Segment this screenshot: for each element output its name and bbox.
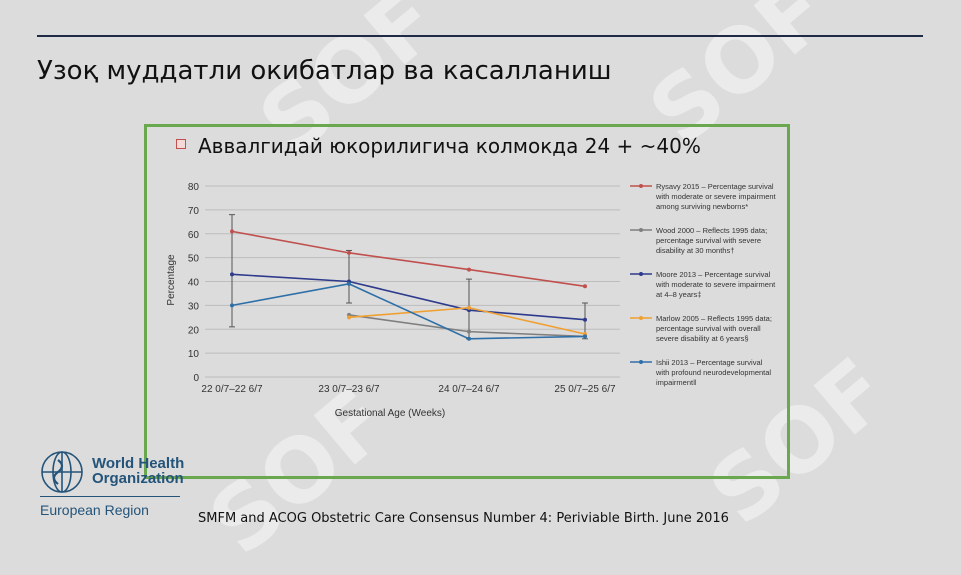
series-line (348, 306, 586, 335)
legend-entry-text: with moderate or severe impairment (655, 192, 777, 201)
y-tick-label: 80 (188, 182, 200, 193)
legend-marker (639, 360, 643, 364)
series-line (231, 283, 586, 340)
source-citation: SMFM and ACOG Obstetric Care Consensus N… (198, 511, 729, 526)
data-point (347, 281, 351, 286)
data-point (467, 267, 471, 272)
x-axis-label: Gestational Age (Weeks) (335, 408, 445, 419)
legend-entry-text: Rysavy 2015 – Percentage survival (656, 182, 774, 191)
legend-entry-text: percentage survival with severe (656, 236, 761, 245)
legend-marker (639, 184, 643, 188)
data-point (347, 250, 351, 255)
legend-entry-text: Marlow 2005 – Reflects 1995 data; (656, 314, 772, 323)
legend-entry-text: with moderate to severe impairment (655, 280, 776, 289)
legend-entry-text: impairment‖ (656, 378, 696, 387)
legend-marker (639, 316, 643, 320)
legend-marker (639, 272, 643, 276)
y-tick-label: 30 (188, 301, 200, 312)
y-axis-label: Percentage (166, 254, 177, 306)
x-tick-label: 24 0/7–24 6/7 (438, 384, 500, 395)
y-tick-label: 70 (188, 206, 200, 217)
title-divider (37, 35, 923, 37)
legend-entry-text: at 4–8 years‡ (656, 290, 701, 299)
legend-entry-text: Wood 2000 – Reflects 1995 data; (656, 226, 767, 235)
logo-divider (40, 496, 180, 497)
legend-entry-text: Moore 2013 – Percentage survival (656, 270, 771, 279)
data-point (467, 305, 471, 310)
chart-series (230, 229, 587, 341)
data-point (467, 336, 471, 341)
bullet-point: Аввалгидай юкорилигича колмокда 24 + ~40… (176, 134, 701, 158)
bullet-text: Аввалгидай юкорилигича колмокда 24 + ~40… (198, 134, 701, 158)
who-logo-text: World Health Organization (92, 455, 185, 487)
y-tick-label: 0 (193, 373, 199, 384)
legend-entry-text: disability at 30 months† (656, 246, 734, 255)
data-point (230, 303, 234, 308)
chart-frame (144, 124, 790, 479)
y-tick-label: 20 (188, 325, 200, 336)
y-tick-label: 10 (188, 349, 200, 360)
data-point (583, 284, 587, 289)
legend-entry-text: percentage survival with overall (656, 324, 761, 333)
data-point (583, 334, 587, 339)
series-line (231, 230, 586, 288)
legend-entry-text: among surviving newborns* (656, 202, 748, 211)
y-tick-label: 50 (188, 254, 200, 265)
data-point (230, 272, 234, 277)
y-tick-label: 40 (188, 278, 200, 289)
data-point (230, 229, 234, 234)
x-tick-label: 25 0/7–25 6/7 (554, 384, 616, 395)
who-region-label: European Region (40, 502, 149, 518)
who-emblem-icon (41, 451, 83, 493)
bullet-icon (176, 139, 186, 149)
y-tick-label: 60 (188, 230, 200, 241)
data-point (467, 329, 471, 334)
x-tick-label: 23 0/7–23 6/7 (318, 384, 380, 395)
data-point (347, 315, 351, 320)
x-tick-label: 22 0/7–22 6/7 (201, 384, 263, 395)
line-chart: 0 10 20 30 40 50 60 70 80 22 0/7–22 6/7 23 0/7–23… (166, 182, 777, 419)
slide-title: Узоқ муддатли окибатлар ва касалланиш (37, 56, 612, 86)
x-axis-ticks: 22 0/7–22 6/7 23 0/7–23 6/7 24 0/7–24 6/7 2… (201, 384, 616, 395)
legend-entry-text: with profound neurodevelopmental (655, 368, 771, 377)
legend-entry-text: Ishii 2013 – Percentage survival (656, 358, 763, 367)
chart-grid (205, 185, 620, 378)
data-point (583, 317, 587, 322)
who-logo (41, 451, 83, 493)
legend-marker (639, 228, 643, 232)
series-line (231, 273, 586, 321)
legend-entry-text: severe disability at 6 years§ (656, 334, 749, 343)
y-axis-ticks: 0 10 20 30 40 50 60 70 80 (188, 182, 200, 384)
